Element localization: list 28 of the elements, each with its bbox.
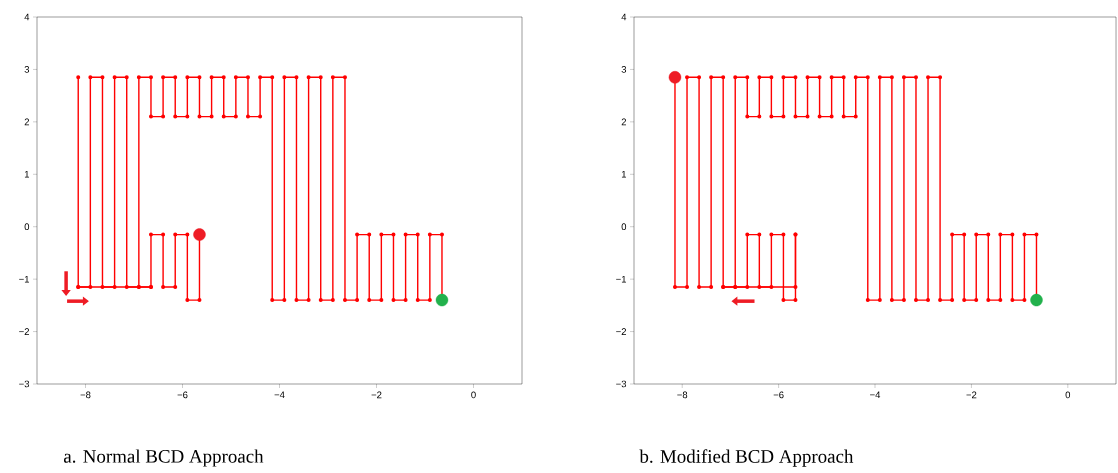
y-tick-label: 1 — [621, 171, 627, 178]
x-tick-label: −2 — [371, 391, 382, 399]
y-tick-label: 3 — [24, 66, 30, 73]
y-tick-label: −2 — [616, 328, 627, 335]
y-tick-label: 0 — [621, 223, 627, 231]
y-tick-label: −1 — [19, 275, 30, 283]
y-tick-label: −3 — [19, 380, 30, 388]
x-tick-label: −4 — [274, 391, 285, 399]
y-tick-label: −2 — [19, 328, 30, 335]
y-tick-label: −3 — [616, 380, 627, 388]
x-tick-label: −8 — [677, 391, 688, 399]
x-axis-title: a. Normal BCD Approach — [63, 449, 264, 467]
y-tick-label: 0 — [24, 223, 30, 231]
y-tick-label: 4 — [24, 13, 30, 21]
x-tick-label: −6 — [177, 391, 188, 399]
x-tick-label: −8 — [80, 391, 91, 399]
x-tick-label: −6 — [773, 391, 784, 399]
x-tick-label: 0 — [471, 391, 476, 399]
y-tick-label: −1 — [616, 275, 627, 283]
y-tick-label: 3 — [621, 66, 627, 73]
x-tick-label: −2 — [966, 391, 977, 399]
x-tick-label: −4 — [870, 391, 881, 399]
y-tick-label: 1 — [24, 171, 30, 178]
y-tick-label: 4 — [621, 13, 627, 21]
x-axis-title: b. Modified BCD Approach — [639, 449, 854, 467]
y-tick-label: 2 — [621, 118, 627, 126]
y-tick-label: 2 — [24, 118, 30, 126]
x-tick-label: 0 — [1065, 391, 1071, 399]
